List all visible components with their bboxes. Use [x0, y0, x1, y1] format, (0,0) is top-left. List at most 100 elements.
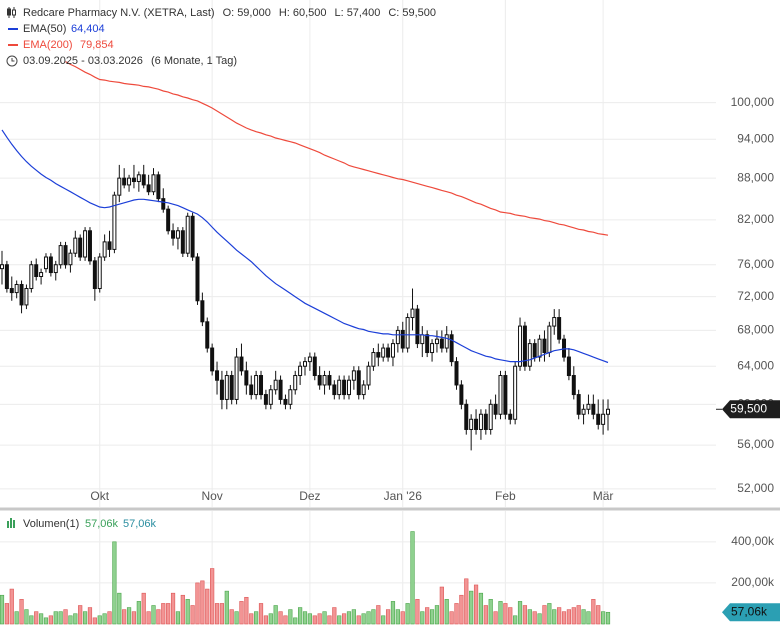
- volume-bar: [444, 599, 449, 625]
- volume-bar: [517, 601, 523, 625]
- candle-body: [425, 334, 430, 354]
- candle-body: [542, 338, 547, 354]
- candle-body: [366, 365, 371, 386]
- candle-body: [444, 334, 449, 349]
- candle-body: [19, 283, 24, 306]
- x-tick-label: Okt: [90, 489, 109, 503]
- volume-bar: [552, 609, 557, 625]
- period: (6 Monate, 1 Tag): [151, 55, 237, 67]
- volume-bar: [576, 605, 581, 625]
- volume-bar: [605, 611, 611, 625]
- candle-body: [576, 394, 581, 415]
- candle-body: [518, 325, 523, 367]
- volume-bar: [298, 607, 303, 625]
- volume-bar: [24, 609, 29, 625]
- candle-body: [78, 237, 83, 258]
- volume-bar: [532, 611, 537, 625]
- candle-body: [601, 413, 606, 425]
- volume-bar: [449, 611, 454, 625]
- y-tick-label: 68,000: [737, 323, 774, 337]
- candle-body: [474, 418, 479, 430]
- price-pane: [0, 61, 610, 451]
- y-tick-label: 88,000: [737, 170, 774, 184]
- volume-bar: [0, 594, 5, 625]
- volume-bar: [180, 594, 185, 625]
- candle-body: [478, 413, 483, 430]
- candle-body: [43, 256, 48, 270]
- volume-bar: [498, 601, 503, 625]
- volume-bar: [190, 605, 195, 625]
- candle-body: [371, 352, 376, 367]
- volume-bar: [425, 607, 430, 625]
- candle-body: [239, 356, 244, 372]
- volume-bar: [454, 603, 459, 625]
- candle-body: [386, 347, 391, 358]
- candle-body: [92, 260, 97, 290]
- volume-bar: [537, 613, 542, 625]
- y-tick-label: 82,000: [737, 212, 774, 226]
- volume-bar: [78, 605, 83, 625]
- candle-body: [351, 370, 356, 381]
- candle-body: [161, 198, 166, 210]
- candle-body: [547, 325, 552, 354]
- candle-body: [48, 256, 53, 274]
- candle-body: [337, 379, 342, 396]
- candle-body: [381, 347, 386, 358]
- volume-bar: [591, 599, 596, 625]
- candle-body: [175, 230, 180, 239]
- candle-body: [244, 370, 249, 386]
- candle-body: [263, 394, 268, 405]
- candle-body: [171, 230, 176, 239]
- y-tick-label: 400,00k: [731, 534, 775, 548]
- ohlc-value: 60,500: [293, 7, 327, 19]
- candle-body: [532, 343, 537, 358]
- candle-body: [361, 384, 366, 396]
- y-tick-label: 76,000: [737, 257, 774, 271]
- volume-bar: [302, 611, 308, 625]
- volume-bar: [601, 611, 606, 625]
- candle-body: [229, 375, 234, 400]
- volume-bar: [503, 603, 508, 625]
- volume-bar: [312, 615, 317, 625]
- volume-bar: [156, 609, 161, 625]
- candle-body: [327, 375, 332, 386]
- candle-body: [390, 343, 395, 358]
- volume-bar: [478, 592, 484, 625]
- candle-body: [219, 379, 224, 400]
- volume-bar: [273, 605, 278, 625]
- volume-bar: [82, 611, 88, 625]
- ema-line: [65, 61, 609, 236]
- volume-bar: [361, 613, 366, 625]
- candle-body: [395, 329, 400, 345]
- volume-bar: [229, 609, 234, 625]
- volume-bar: [29, 615, 34, 625]
- volume-bar: [92, 617, 97, 625]
- candle-body: [562, 338, 567, 358]
- candle-body: [293, 375, 298, 391]
- volume-bar: [107, 611, 112, 625]
- volume-bar: [48, 615, 53, 625]
- candle-body: [83, 230, 88, 258]
- volume-bar: [483, 605, 488, 625]
- candle-body: [73, 237, 78, 254]
- grid: [0, 0, 716, 625]
- price-badge-label: 59,500: [730, 401, 767, 415]
- volume-bar: [332, 607, 337, 625]
- ohlc-value: 59,000: [237, 7, 271, 19]
- candle-body: [557, 317, 562, 340]
- candle-body: [522, 325, 527, 367]
- volume-bar: [9, 588, 14, 625]
- volume-bar: [586, 611, 591, 625]
- candle-body: [259, 375, 264, 396]
- volume-bar: [205, 588, 210, 625]
- volume-bar: [566, 609, 572, 625]
- candle-body: [278, 379, 283, 400]
- volume-pane: [0, 531, 611, 625]
- candle-body: [312, 356, 317, 377]
- candle-body: [566, 356, 571, 377]
- volume-bar: [415, 599, 420, 625]
- candle-body: [527, 343, 532, 367]
- candle-body: [63, 245, 68, 266]
- volume-bar: [542, 605, 547, 625]
